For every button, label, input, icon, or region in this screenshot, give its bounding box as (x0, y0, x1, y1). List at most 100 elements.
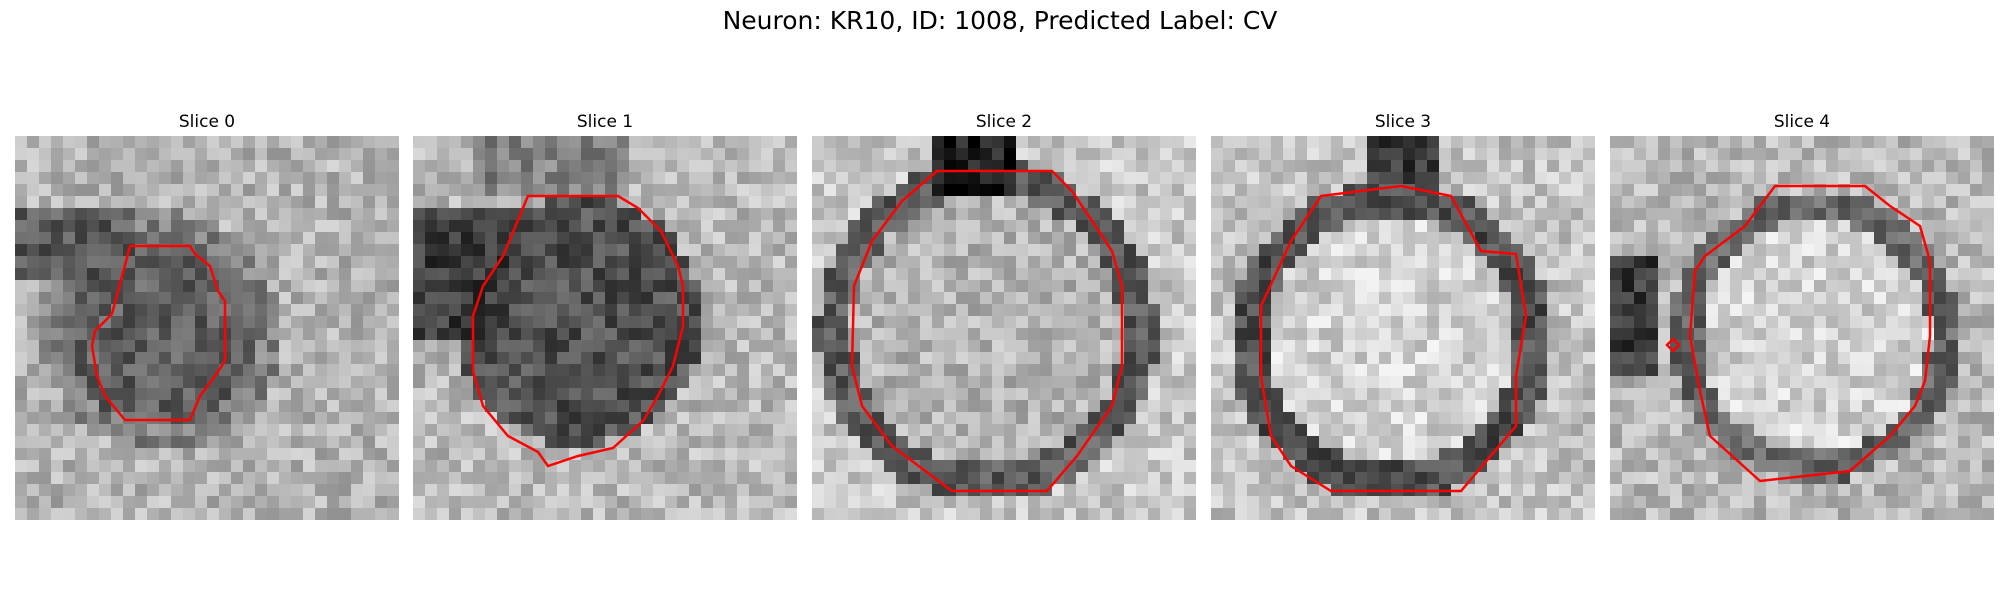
pixel (1064, 424, 1077, 437)
pixel (1052, 364, 1065, 377)
pixel (1307, 424, 1320, 437)
pixel (449, 316, 462, 329)
pixel (1862, 244, 1875, 257)
pixel (980, 424, 993, 437)
pixel (243, 172, 256, 185)
pixel (1283, 220, 1296, 233)
pixel (1028, 364, 1041, 377)
pixel (375, 376, 388, 389)
pixel (1682, 160, 1695, 173)
pixel (1778, 388, 1791, 401)
pixel (207, 424, 220, 437)
pixel (677, 508, 690, 520)
pixel (1511, 448, 1524, 461)
pixel (123, 172, 136, 185)
pixel (1283, 388, 1296, 401)
pixel (605, 292, 618, 305)
pixel (944, 436, 957, 449)
pixel (761, 136, 774, 149)
pixel (1730, 184, 1743, 197)
pixel (1523, 496, 1536, 509)
pixel (1355, 376, 1368, 389)
pixel (327, 280, 340, 293)
pixel (485, 160, 498, 173)
pixel (713, 232, 726, 245)
pixel (653, 448, 666, 461)
pixel (521, 400, 534, 413)
pixel (593, 400, 606, 413)
pixel (1658, 436, 1671, 449)
pixel (944, 292, 957, 305)
pixel (1415, 196, 1428, 209)
pixel (1826, 256, 1839, 269)
pixel (195, 184, 208, 197)
pixel (848, 412, 861, 425)
pixel (1391, 280, 1404, 293)
pixel (1778, 316, 1791, 329)
pixel (243, 292, 256, 305)
pixel (87, 388, 100, 401)
pixel (545, 364, 558, 377)
pixel (1814, 304, 1827, 317)
pixel (1343, 340, 1356, 353)
pixel (1610, 460, 1623, 473)
pixel (135, 172, 148, 185)
pixel (1670, 304, 1683, 317)
pixel (641, 352, 654, 365)
pixel (1391, 412, 1404, 425)
pixel (1670, 352, 1683, 365)
pixel (1634, 256, 1647, 269)
pixel (437, 232, 450, 245)
pixel (653, 400, 666, 413)
pixel (1658, 136, 1671, 149)
pixel (147, 160, 160, 173)
pixel (1211, 448, 1224, 461)
pixel (812, 256, 825, 269)
pixel (147, 508, 160, 520)
pixel (1946, 424, 1959, 437)
pixel (1076, 460, 1089, 473)
pixel (1016, 412, 1029, 425)
pixel (1004, 364, 1017, 377)
pixel (351, 412, 364, 425)
pixel (1694, 172, 1707, 185)
pixel (303, 484, 316, 497)
pixel (291, 376, 304, 389)
pixel (605, 364, 618, 377)
pixel (123, 472, 136, 485)
pixel (171, 400, 184, 413)
pixel (1160, 364, 1173, 377)
pixel (896, 460, 909, 473)
pixel (848, 508, 861, 520)
pixel (63, 448, 76, 461)
pixel (1634, 136, 1647, 149)
pixel (1211, 316, 1224, 329)
pixel (1331, 292, 1344, 305)
pixel (1259, 460, 1272, 473)
pixel (1670, 160, 1683, 173)
pixel (908, 220, 921, 233)
pixel (1694, 340, 1707, 353)
pixel (135, 160, 148, 173)
pixel (1547, 220, 1560, 233)
pixel (111, 244, 124, 257)
pixel (617, 160, 630, 173)
pixel (1148, 136, 1161, 149)
pixel (195, 364, 208, 377)
pixel (437, 244, 450, 257)
pixel (509, 388, 522, 401)
pixel (653, 412, 666, 425)
pixel (629, 448, 642, 461)
pixel (279, 196, 292, 209)
pixel (219, 280, 232, 293)
pixel (1331, 436, 1344, 449)
pixel (836, 364, 849, 377)
pixel (521, 220, 534, 233)
pixel (1052, 436, 1065, 449)
pixel (1646, 424, 1659, 437)
pixel (243, 376, 256, 389)
pixel (968, 232, 981, 245)
pixel (1547, 172, 1560, 185)
pixel (761, 328, 774, 341)
pixel (1028, 256, 1041, 269)
